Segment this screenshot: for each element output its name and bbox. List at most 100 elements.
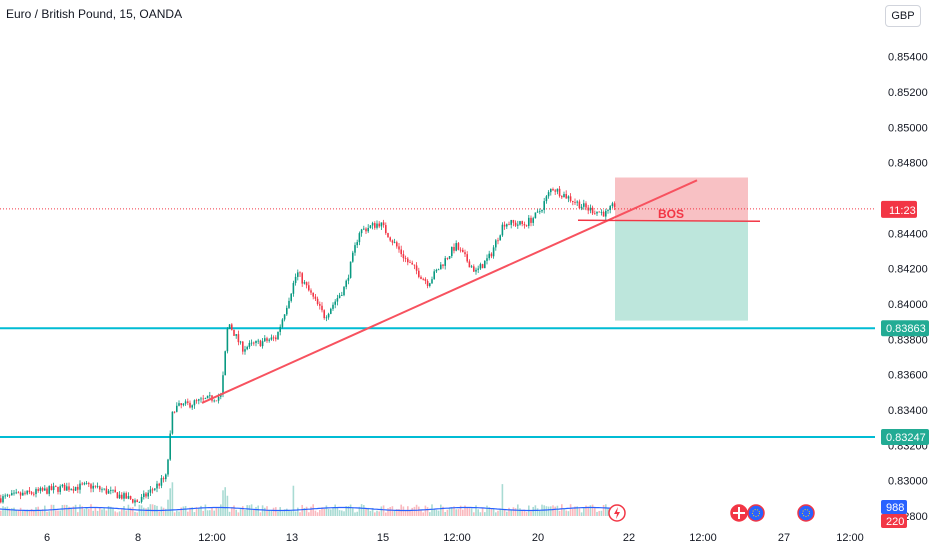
time-axis-label[interactable]: 6 [44,532,50,544]
volume-bar [321,507,323,516]
time-axis-label[interactable]: 12:00 [198,532,226,544]
position-tool[interactable] [615,177,748,321]
volume-bar [264,507,266,516]
candle-body [2,496,4,503]
level-price-badge[interactable] [881,320,929,337]
time-axis-label[interactable]: 13 [286,532,298,544]
candle-body [193,400,196,406]
candle-body [0,498,2,503]
currency-button[interactable]: GBP [885,5,921,27]
time-axis-label[interactable]: 22 [623,532,635,544]
candle-body [479,264,482,269]
time-axis-label[interactable]: 12:00 [836,532,864,544]
volume-bar [297,507,299,516]
candle-body [272,337,275,339]
volume-bar [420,509,422,516]
volume-bar [277,511,279,516]
candle-body [277,331,279,340]
price-axis-label[interactable]: 0.84200 [888,264,928,276]
candle-body [521,221,523,225]
candle-body [360,229,363,234]
time-axis-label[interactable]: 20 [532,532,544,544]
candle-body [525,225,528,227]
price-axis-label[interactable]: 0.85400 [888,52,928,64]
time-axis-label[interactable]: 8 [135,532,141,544]
price-axis-label[interactable]: 0.83000 [888,476,928,488]
stop-loss-zone[interactable] [615,177,748,221]
candle-body [327,313,330,318]
candle-body [90,484,92,489]
time-axis-label[interactable]: 12:00 [689,532,717,544]
volume-bar [426,507,429,516]
volume-bar [294,511,297,516]
candle-body [402,254,405,259]
volume-bar [462,509,464,516]
candle-body [180,403,182,406]
candle-body [92,485,94,489]
volume-bar [330,509,332,516]
time-axis-label[interactable]: 15 [377,532,389,544]
volume-bar [605,504,607,516]
price-axis-label[interactable]: 0.83400 [888,405,928,417]
volume-bar [66,504,68,516]
time-axis-label[interactable]: 27 [778,532,790,544]
bos-label[interactable]: BOS [658,207,684,221]
volume-bar [189,507,191,516]
volume-bar [574,506,576,516]
uk-flag-icon[interactable] [730,504,748,522]
volume-bar [255,506,257,516]
candle-body [143,493,145,497]
candle-body [88,483,90,485]
price-axis-label[interactable]: 0.85200 [888,87,928,99]
take-profit-zone[interactable] [615,220,748,321]
price-axis-label[interactable]: 0.85000 [888,122,928,134]
horizontal-levels[interactable] [0,208,875,439]
flash-icon[interactable] [608,504,626,522]
candle-body [35,489,37,495]
price-axis-label[interactable]: 0.84400 [888,228,928,240]
volume-bar [204,504,207,516]
price-axis-label[interactable]: 0.83800 [888,334,928,346]
candle-body [561,196,563,198]
volume-bar [173,512,176,516]
candle-body [242,341,244,352]
candle-body [404,258,407,259]
candle-body [275,337,277,340]
candle-body [444,258,446,266]
price-axis[interactable]: 0.85400 0.85200 0.85000 0.84800 0.84400 0.842… [881,52,929,528]
volume-bar [437,510,440,516]
volume-bar [602,504,605,516]
volume-bar [545,506,548,516]
candle-body [299,272,301,274]
eu-flag-icon[interactable] [797,504,815,522]
candle-body [398,246,400,250]
volume-bar [550,506,552,516]
time-axis[interactable]: 6 8 12:00 13 15 12:00 20 22 12:00 27 12:00 [44,532,864,544]
event-icons[interactable] [608,504,815,522]
volume-bar [323,508,325,516]
trendline[interactable] [201,179,698,404]
price-axis-label[interactable]: 0.84000 [888,299,928,311]
drawings[interactable] [201,179,761,404]
price-axis-label[interactable]: 0.84800 [888,158,928,170]
candle-body [492,247,495,257]
volume-bar [367,507,369,516]
candle-body [70,489,72,490]
candle-body [319,304,321,306]
time-axis-label[interactable]: 12:00 [443,532,471,544]
level-price-badge[interactable] [881,429,929,446]
candle-body [39,488,42,491]
candle-body [495,240,497,248]
volume-bar [132,507,134,516]
volume-bar [257,505,259,516]
volume-bar [24,510,26,516]
volume-bar [380,506,383,516]
eu-flag-icon[interactable] [747,504,765,522]
candle-body [46,488,48,494]
price-axis-label[interactable]: 0.83600 [888,370,928,382]
candle-body [389,237,391,241]
candle-body [22,492,24,496]
bos-line[interactable] [577,219,761,222]
candle-body [292,282,295,294]
